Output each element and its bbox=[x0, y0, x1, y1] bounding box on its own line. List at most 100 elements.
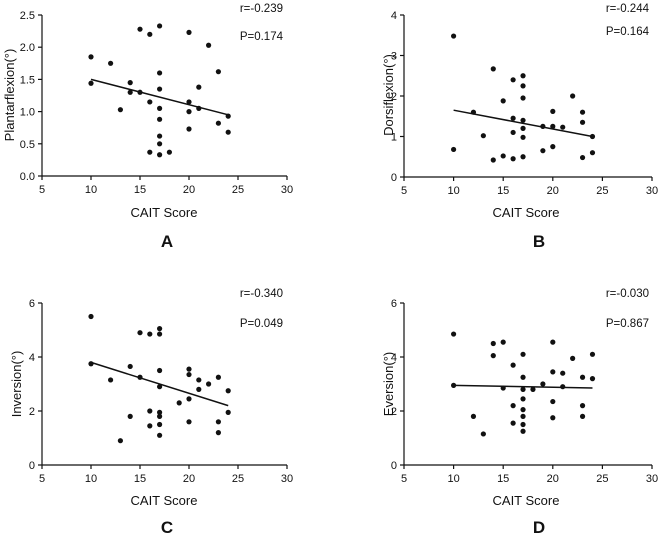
panel-d-x-tick-label: 25 bbox=[596, 473, 608, 485]
panel-d-data-point bbox=[520, 386, 526, 392]
panel-d-data-point bbox=[570, 355, 576, 361]
panel-d-data-point bbox=[510, 420, 516, 426]
panel-c-x-tick-label: 25 bbox=[232, 473, 244, 485]
panel-c-data-point bbox=[117, 438, 123, 444]
panel-a-data-point bbox=[147, 99, 153, 105]
panel-a-x-tick-label: 20 bbox=[183, 184, 195, 196]
panel-a-y-tick-label: 2.5 bbox=[20, 10, 35, 22]
panel-d-data-point bbox=[520, 396, 526, 402]
panel-d-x-tick-label: 20 bbox=[547, 473, 559, 485]
panel-c-regression-line bbox=[90, 361, 229, 407]
panel-b-data-point bbox=[550, 108, 556, 114]
panel-a-data-point bbox=[137, 26, 143, 32]
panel-d-y-tick-label: 6 bbox=[391, 298, 397, 310]
panel-d-data-point bbox=[560, 384, 566, 390]
panel-c-data-point bbox=[147, 331, 153, 337]
panel-d-data-point bbox=[550, 398, 556, 405]
panel-c-x-axis-label: CAIT Score bbox=[131, 493, 198, 508]
panel-b-data-point bbox=[520, 154, 526, 160]
panel-d: 5 10 15 20 25 30 0 2 4 6 r=-0.030 P=0.867 CAIT Sc… bbox=[381, 288, 658, 537]
panel-b-data-point bbox=[560, 124, 566, 130]
panel-d-x-tick-label: 5 bbox=[401, 473, 407, 485]
panel-c-y-tick-label: 2 bbox=[29, 406, 35, 418]
panel-d-x-axis-label: CAIT Score bbox=[493, 493, 560, 508]
panel-d-x-tick-label: 10 bbox=[447, 473, 459, 485]
panel-a-x-tick-label: 10 bbox=[85, 184, 97, 196]
panel-a-marks: 5 10 15 20 25 30 0.0 0.5 1.0 1.5 2.0 2.5 bbox=[20, 10, 293, 196]
panel-a-data-point bbox=[127, 80, 133, 86]
panel-b-regression-line bbox=[453, 109, 593, 138]
panel-d-data-point bbox=[451, 331, 457, 337]
panel-a-data-point bbox=[186, 29, 192, 35]
panel-c-data-point bbox=[147, 423, 153, 429]
panel-b-data-point bbox=[520, 83, 526, 89]
panel-a-y-tick-label: 2.0 bbox=[20, 42, 35, 54]
panel-b-y-tick-label: 3 bbox=[391, 51, 397, 63]
panel-b-x-tick-label: 5 bbox=[401, 185, 407, 197]
panel-a-letter: A bbox=[161, 232, 173, 251]
panel-a-x-tick-label: 30 bbox=[281, 184, 293, 196]
panel-b-y-tick-label: 1 bbox=[391, 132, 397, 144]
panel-a-data-point bbox=[186, 99, 192, 105]
panel-c-data-point bbox=[157, 409, 163, 415]
panel-a-data-point bbox=[186, 126, 192, 132]
panel-d-data-point bbox=[579, 413, 586, 419]
panel-d-data-point bbox=[589, 351, 596, 357]
panel-b-x-tick-label: 20 bbox=[547, 185, 559, 197]
panel-c-x-tick-label: 5 bbox=[39, 473, 45, 485]
panel-d-regression-line bbox=[453, 384, 593, 389]
panel-b-x-tick-label: 10 bbox=[447, 185, 459, 197]
panel-c-data-point bbox=[157, 367, 163, 374]
panel-d-marks: 5 10 15 20 25 30 0 2 4 6 bbox=[391, 298, 658, 485]
panel-b-data-point bbox=[490, 157, 496, 163]
panel-c-data-point bbox=[186, 371, 192, 378]
panel-b-data-point bbox=[570, 93, 576, 99]
panel-b-data-point bbox=[579, 119, 586, 125]
panel-d-letter: D bbox=[533, 518, 545, 537]
panel-a-data-point bbox=[157, 105, 163, 111]
panel-b-letter: B bbox=[533, 232, 545, 251]
panel-a-data-point bbox=[157, 133, 163, 139]
panel-d-data-point bbox=[560, 370, 566, 376]
panel-c-data-point bbox=[127, 413, 133, 419]
panel-a-x-tick-label: 5 bbox=[39, 184, 45, 196]
panel-c-x-tick-label: 15 bbox=[134, 473, 146, 485]
panel-d-y-axis-label: Eversion(°) bbox=[381, 352, 396, 416]
panel-d-data-point bbox=[480, 431, 486, 437]
panel-d-data-point bbox=[500, 339, 506, 345]
panel-a-data-point bbox=[88, 54, 94, 60]
panel-a-data-point bbox=[147, 31, 153, 37]
panel-b-data-point bbox=[589, 150, 596, 156]
panel-c-data-point bbox=[137, 330, 143, 336]
panel-c-data-point bbox=[108, 377, 114, 383]
panel-d-data-point bbox=[510, 403, 516, 409]
panel-d-data-point bbox=[520, 374, 526, 380]
panel-a-x-tick-label: 15 bbox=[134, 184, 146, 196]
panel-d-data-point bbox=[550, 415, 556, 421]
panel-a-data-point bbox=[117, 107, 123, 113]
panel-a-x-axis-label: CAIT Score bbox=[131, 205, 198, 220]
panel-a-data-point bbox=[215, 69, 221, 75]
panel-c-data-point bbox=[215, 430, 221, 436]
panel-a-data-point bbox=[215, 120, 221, 126]
panel-a-y-tick-label: 1.5 bbox=[20, 74, 35, 86]
panel-b-data-point bbox=[490, 66, 496, 72]
panel-a-y-tick-label: 0.0 bbox=[20, 171, 35, 183]
panel-b-data-point bbox=[510, 115, 516, 121]
panel-c-data-point bbox=[225, 409, 231, 415]
panel-a-regression-line bbox=[90, 78, 229, 116]
panel-c-data-point bbox=[127, 363, 133, 370]
panel-b-p-value: P=0.164 bbox=[606, 26, 650, 38]
panel-c-data-point bbox=[215, 419, 221, 425]
panel-a-data-point bbox=[157, 116, 163, 122]
panel-a-data-point bbox=[137, 89, 143, 95]
panel-b-y-tick-label: 4 bbox=[391, 10, 397, 22]
panel-c-data-point bbox=[186, 419, 192, 425]
panel-c-data-point bbox=[88, 361, 94, 367]
panel-b-x-tick-label: 30 bbox=[646, 185, 658, 197]
panel-b-x-axis-label: CAIT Score bbox=[493, 205, 560, 220]
panel-a-data-point bbox=[127, 89, 133, 95]
panel-a-data-point bbox=[225, 113, 231, 119]
panel-b-data-point bbox=[451, 33, 457, 39]
panel-c-marks: 5 10 15 20 25 30 0 2 4 6 bbox=[29, 298, 293, 485]
